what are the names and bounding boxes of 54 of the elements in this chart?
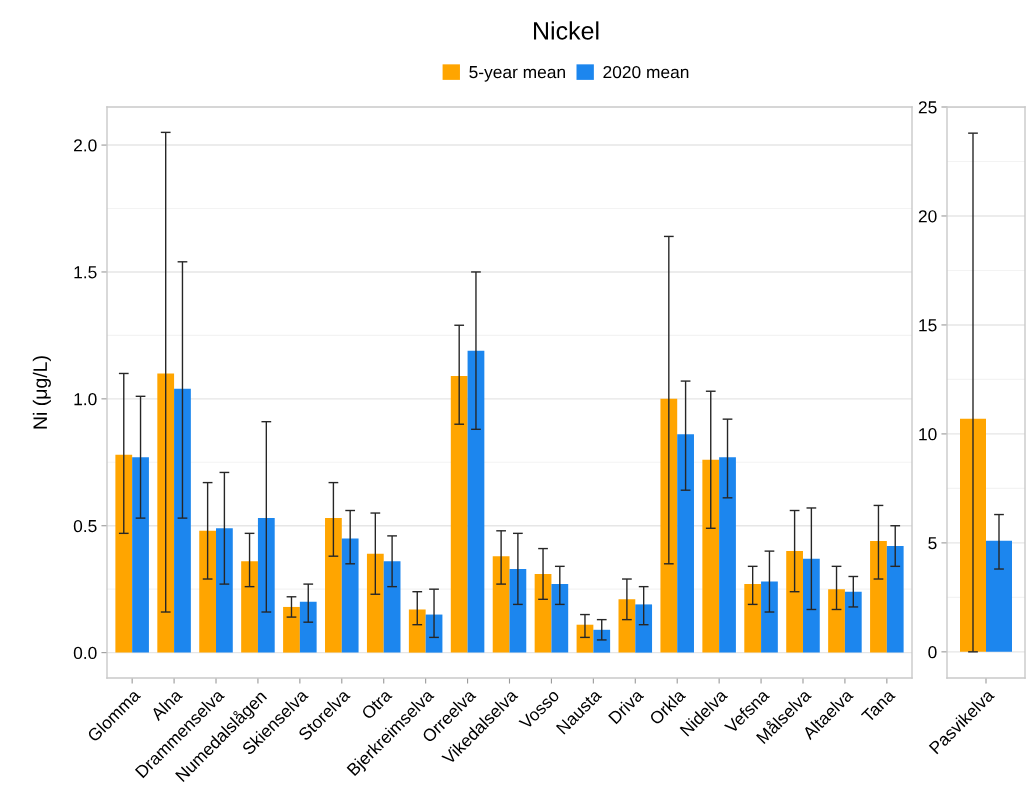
bar: [325, 518, 342, 653]
bar: [341, 538, 359, 653]
bar: [802, 558, 820, 653]
bar: [283, 606, 300, 653]
bar: [383, 561, 401, 653]
bar: [660, 398, 678, 653]
bar: [366, 553, 384, 653]
y-tick-label: 10: [919, 428, 937, 441]
bar: [216, 528, 233, 653]
chart-title: Nickel: [534, 21, 599, 40]
y-tick-label: 0.0: [73, 646, 97, 660]
bar: [534, 573, 552, 653]
y-tick-label: 5: [928, 537, 937, 550]
bar: [744, 584, 762, 653]
bar: [509, 568, 527, 653]
y-tick-label: 1.5: [74, 266, 97, 279]
bar: [886, 546, 904, 653]
bar: [199, 530, 217, 653]
bar: [618, 599, 636, 653]
bar: [828, 589, 845, 653]
x-tick-label: Tana: [860, 688, 896, 724]
bar: [115, 454, 133, 653]
bar: [174, 388, 191, 653]
bar: [576, 624, 594, 653]
legend-label: 5-year mean: [469, 66, 565, 82]
y-tick-label: 0.5: [73, 519, 97, 533]
bar: [492, 556, 510, 653]
y-axis-title: Ni (μg/L): [32, 356, 51, 429]
bar: [467, 350, 485, 653]
bar: [551, 584, 569, 653]
bar: [408, 609, 426, 653]
bar: [677, 434, 694, 653]
bar: [450, 376, 468, 653]
bar: [299, 601, 317, 653]
bar: [761, 581, 778, 653]
bar: [157, 373, 175, 653]
bar: [786, 551, 803, 653]
y-tick-label: 15: [919, 319, 937, 332]
bar: [241, 561, 258, 653]
bar: [870, 540, 887, 653]
bar: [593, 629, 611, 653]
bar: [702, 459, 720, 653]
bar: [257, 518, 275, 653]
legend-label: 2020 mean: [603, 65, 689, 79]
bar: [719, 457, 736, 653]
y-tick-label: 25: [918, 101, 937, 114]
y-tick-label: 1.0: [74, 393, 97, 406]
y-tick-label: 20: [918, 210, 937, 223]
y-tick-label: 2.0: [74, 139, 97, 152]
bar: [132, 457, 149, 653]
bar: [425, 614, 443, 653]
y-tick-label: 0: [928, 646, 937, 659]
bar: [844, 591, 862, 653]
bar: [635, 604, 653, 653]
